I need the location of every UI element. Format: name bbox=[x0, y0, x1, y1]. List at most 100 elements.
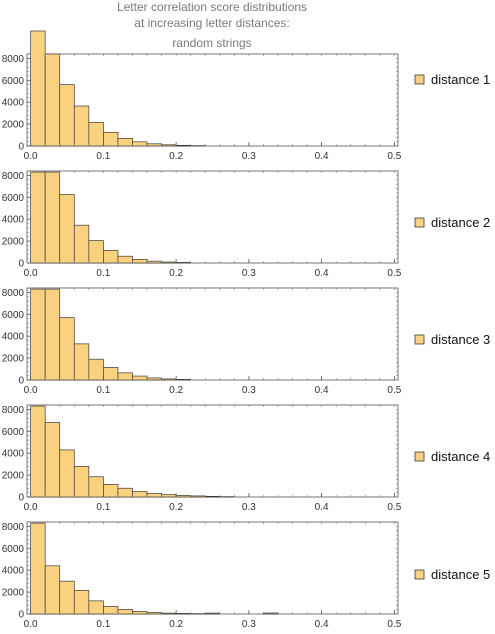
y-tick-label: 8000 bbox=[2, 171, 25, 182]
histogram-bar bbox=[73, 590, 90, 615]
bars bbox=[30, 30, 206, 147]
legend-swatch bbox=[414, 451, 425, 462]
x-tick-label: 0.5 bbox=[387, 502, 401, 513]
histogram-bar bbox=[88, 358, 104, 381]
histogram-bar bbox=[30, 171, 46, 264]
plot-frame bbox=[26, 287, 399, 381]
histogram-bar bbox=[117, 255, 133, 264]
y-tick-label: 0 bbox=[18, 493, 24, 504]
x-tick-label: 0.0 bbox=[24, 502, 38, 513]
histogram-bar bbox=[73, 465, 90, 498]
legend-1: distance 1 bbox=[414, 72, 490, 87]
y-tick-label: 4000 bbox=[2, 215, 25, 226]
y-tick-label: 6000 bbox=[2, 76, 25, 87]
histogram-bar bbox=[30, 288, 46, 381]
histogram-bar bbox=[44, 53, 61, 147]
histogram-bar bbox=[88, 240, 104, 264]
y-tick-label: 0 bbox=[18, 376, 24, 387]
x-tick-label: 0.4 bbox=[315, 151, 329, 162]
histogram-bar bbox=[103, 367, 119, 381]
panel-5: 0.0 0.1 0.2 0.3 0.4 0.5 0 2000 4000 6000 8000 dista… bbox=[2, 521, 490, 630]
histogram-bar bbox=[263, 612, 279, 615]
x-tick-label: 0.1 bbox=[96, 268, 110, 279]
legend-label: distance 2 bbox=[431, 215, 490, 230]
plot-frame bbox=[26, 170, 399, 264]
bars bbox=[30, 171, 192, 264]
x-tick-label: 0.4 bbox=[315, 268, 329, 279]
histogram-bar bbox=[103, 605, 119, 615]
x-tick-label: 0.4 bbox=[315, 502, 329, 513]
histogram-bar bbox=[204, 612, 221, 615]
y-tick-label: 4000 bbox=[2, 98, 25, 109]
x-tick-label: 0.2 bbox=[169, 619, 183, 630]
histogram-bar bbox=[73, 224, 90, 264]
histogram-bar bbox=[30, 405, 46, 498]
y-tick-label: 8000 bbox=[2, 54, 25, 65]
x-tick-label: 0.0 bbox=[24, 268, 38, 279]
y-tick-label: 4000 bbox=[2, 332, 25, 343]
histogram-bar bbox=[88, 122, 104, 147]
histogram-bar bbox=[132, 491, 148, 498]
histogram-bar bbox=[44, 565, 61, 615]
histogram-bar bbox=[44, 422, 61, 498]
histogram-bar bbox=[117, 609, 133, 615]
x-tick-label: 0.3 bbox=[242, 151, 256, 162]
histogram-bar bbox=[73, 105, 90, 147]
histogram-bar bbox=[161, 144, 177, 147]
y-tick-label: 8000 bbox=[2, 288, 25, 299]
histogram-bar bbox=[190, 495, 206, 498]
legend-label: distance 5 bbox=[431, 567, 490, 582]
x-tick-label: 0.1 bbox=[96, 502, 110, 513]
plot-frame bbox=[26, 53, 399, 147]
legend-label: distance 1 bbox=[431, 72, 490, 87]
legend-swatch bbox=[414, 569, 425, 580]
x-tick-label: 0.5 bbox=[387, 268, 401, 279]
histogram-bar bbox=[161, 261, 177, 264]
legend-swatch bbox=[414, 217, 425, 228]
histogram-panels: 0.0 0.1 0.2 0.3 0.4 0.5 0 2000 4000 6000 8000 dista… bbox=[2, 30, 490, 630]
y-tick-label: 0 bbox=[18, 610, 24, 621]
y-tick-label: 6000 bbox=[2, 193, 25, 204]
histogram-bar bbox=[161, 378, 177, 381]
x-tick-label: 0.5 bbox=[387, 151, 401, 162]
x-tick-label: 0.1 bbox=[96, 619, 110, 630]
title-line-2: at increasing letter distances: bbox=[134, 16, 289, 30]
chart-title: Letter correlation score distributions a… bbox=[117, 0, 307, 50]
x-tick-label: 0.0 bbox=[24, 619, 38, 630]
x-tick-label: 0.2 bbox=[169, 385, 183, 396]
histogram-bar bbox=[175, 144, 192, 147]
x-tick-label: 0.5 bbox=[387, 385, 401, 396]
histogram-bar bbox=[88, 600, 104, 615]
panel-1: 0.0 0.1 0.2 0.3 0.4 0.5 0 2000 4000 6000 8000 dista… bbox=[2, 30, 490, 162]
histogram-bar bbox=[146, 377, 162, 381]
x-tick-label: 0.5 bbox=[387, 619, 401, 630]
histogram-bar bbox=[175, 262, 192, 264]
histogram-bar bbox=[30, 522, 46, 615]
x-tick-label: 0.3 bbox=[242, 385, 256, 396]
histogram-bar bbox=[59, 194, 75, 264]
x-tick-label: 0.3 bbox=[242, 268, 256, 279]
x-tick-label: 0.1 bbox=[96, 151, 110, 162]
bars bbox=[30, 405, 235, 498]
histogram-bar bbox=[103, 131, 119, 147]
x-tick-label: 0.4 bbox=[315, 385, 329, 396]
histogram-bar bbox=[132, 375, 148, 381]
x-tick-label: 0.2 bbox=[169, 502, 183, 513]
y-tick-label: 4000 bbox=[2, 449, 25, 460]
histogram-bar bbox=[30, 30, 46, 147]
x-tick-label: 0.0 bbox=[24, 151, 38, 162]
histogram-bar bbox=[59, 317, 75, 381]
y-tick-label: 2000 bbox=[2, 120, 25, 131]
histogram-bar bbox=[117, 372, 133, 381]
legend-swatch bbox=[414, 334, 425, 345]
title-line-1: Letter correlation score distributions bbox=[117, 0, 307, 14]
x-tick-label: 0.2 bbox=[169, 151, 183, 162]
y-tick-label: 8000 bbox=[2, 522, 25, 533]
y-tick-label: 2000 bbox=[2, 471, 25, 482]
x-tick-label: 0.1 bbox=[96, 385, 110, 396]
x-tick-label: 0.4 bbox=[315, 619, 329, 630]
histogram-bar bbox=[161, 494, 177, 498]
histogram-bar bbox=[146, 143, 162, 147]
y-tick-label: 8000 bbox=[2, 405, 25, 416]
histogram-bar bbox=[59, 580, 75, 615]
